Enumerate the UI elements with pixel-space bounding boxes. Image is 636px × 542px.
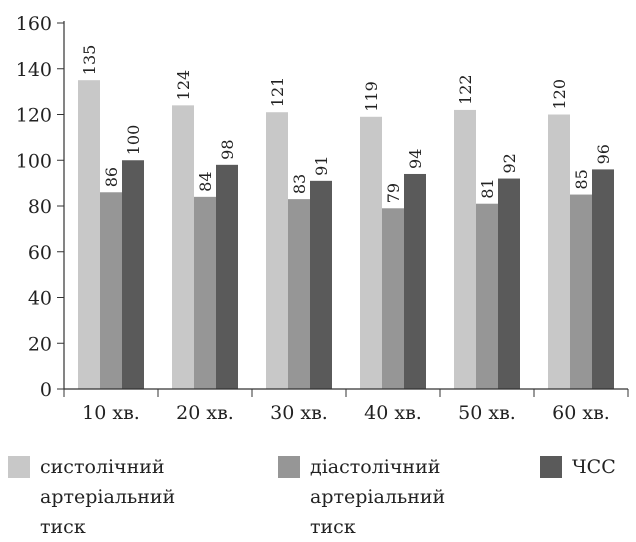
y-tick-label: 80 xyxy=(28,196,52,218)
y-tick-label: 120 xyxy=(16,105,52,127)
bar xyxy=(122,160,144,389)
data-label: 120 xyxy=(550,79,569,110)
bar xyxy=(194,196,216,389)
legend-swatch-diastolic xyxy=(278,456,300,478)
x-tick-label: 60 хв. xyxy=(552,402,610,424)
bars xyxy=(78,80,614,390)
bar xyxy=(100,192,122,389)
data-label: 135 xyxy=(80,45,99,76)
axes xyxy=(63,21,629,397)
y-axis-ticks: 0 20 40 60 80 100 120 140 160 xyxy=(16,13,64,401)
legend-swatch-systolic xyxy=(8,456,30,478)
data-label: 83 xyxy=(290,174,309,194)
legend-label-hr: ЧСС xyxy=(572,456,616,478)
legend: систолічний артеріальний тиск діастолічн… xyxy=(0,448,636,538)
y-tick-label: 60 xyxy=(28,242,52,264)
data-label: 91 xyxy=(312,155,331,175)
bar xyxy=(360,116,382,389)
data-label: 121 xyxy=(268,77,287,108)
bar xyxy=(78,80,100,389)
bar xyxy=(548,114,570,389)
bar xyxy=(498,178,520,389)
bar xyxy=(570,194,592,389)
legend-label-systolic: систолічний артеріальний тиск xyxy=(40,456,176,538)
data-label: 92 xyxy=(500,153,519,173)
legend-swatch-hr xyxy=(540,456,562,478)
bar xyxy=(592,169,614,389)
data-label: 96 xyxy=(594,144,613,164)
data-label: 86 xyxy=(102,167,121,187)
x-axis-labels: 10 хв. 20 хв. 30 хв. 40 хв. 50 хв. 60 хв. xyxy=(82,402,610,424)
data-label: 85 xyxy=(572,169,591,189)
legend-label-diastolic: діастолічний артеріальний тиск xyxy=(310,456,446,538)
bar xyxy=(476,203,498,389)
data-label: 98 xyxy=(218,139,237,159)
y-tick-label: 160 xyxy=(16,13,52,35)
bar xyxy=(288,199,310,389)
bar xyxy=(172,105,194,389)
data-label: 100 xyxy=(124,125,143,156)
data-label: 119 xyxy=(362,81,381,112)
data-label: 124 xyxy=(174,70,193,101)
y-tick-label: 100 xyxy=(16,150,52,172)
bar xyxy=(310,180,332,389)
bar xyxy=(404,173,426,389)
y-tick-label: 140 xyxy=(16,59,52,81)
x-tick-label: 10 хв. xyxy=(82,402,140,424)
data-label: 81 xyxy=(478,178,497,198)
y-tick-label: 20 xyxy=(28,333,52,355)
data-label: 79 xyxy=(384,183,403,203)
bar xyxy=(216,164,238,389)
data-label: 94 xyxy=(406,149,425,169)
data-label: 122 xyxy=(456,74,475,105)
x-tick-label: 20 хв. xyxy=(176,402,234,424)
bar xyxy=(454,109,476,390)
bar xyxy=(382,208,404,389)
x-tick-label: 40 хв. xyxy=(364,402,422,424)
data-label: 84 xyxy=(196,171,215,191)
bar xyxy=(266,112,288,390)
x-tick-label: 50 хв. xyxy=(458,402,516,424)
y-tick-label: 40 xyxy=(28,288,52,310)
y-tick-label: 0 xyxy=(40,379,52,401)
x-tick-label: 30 хв. xyxy=(270,402,328,424)
